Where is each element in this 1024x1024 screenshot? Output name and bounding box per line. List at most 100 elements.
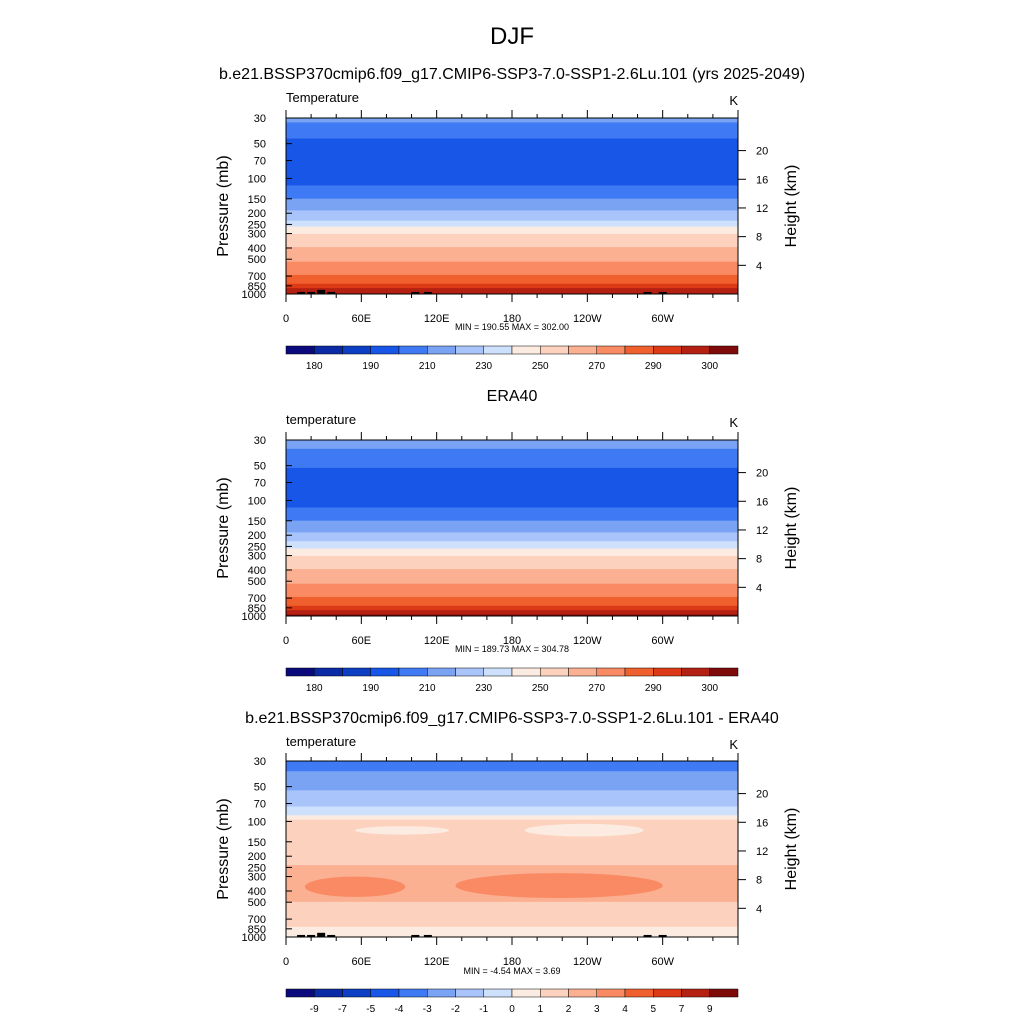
contour-band bbox=[286, 824, 738, 827]
contour-band bbox=[286, 901, 738, 904]
contour-band bbox=[286, 517, 738, 520]
contour-band bbox=[286, 919, 738, 922]
colorbar-swatch bbox=[681, 345, 710, 355]
colorbar-label: 250 bbox=[532, 361, 549, 372]
contour-band bbox=[286, 513, 738, 516]
x-tick-label: 120W bbox=[573, 635, 602, 647]
height-tick-label: 16 bbox=[756, 174, 768, 186]
contour-band bbox=[286, 207, 738, 210]
colorbar-swatch bbox=[568, 988, 597, 998]
contour-band bbox=[286, 245, 738, 248]
colorbar-swatch bbox=[370, 345, 400, 355]
colorbar-swatch bbox=[653, 988, 682, 998]
colorbar-swatch bbox=[342, 667, 371, 677]
contour-band bbox=[286, 851, 738, 854]
contour-band bbox=[286, 523, 738, 526]
contour-band bbox=[286, 520, 738, 523]
contour-band bbox=[286, 184, 738, 187]
contour-band bbox=[286, 485, 738, 488]
colorbar-label: -5 bbox=[366, 1004, 375, 1015]
contour-band bbox=[286, 489, 738, 492]
contour-band bbox=[286, 596, 738, 599]
contour-band bbox=[286, 594, 738, 597]
contour-band bbox=[286, 917, 738, 920]
contour-band bbox=[286, 210, 738, 213]
y-tick-label: 50 bbox=[254, 782, 266, 794]
contour-band bbox=[286, 774, 738, 777]
contour-band bbox=[286, 289, 738, 292]
contour-band bbox=[286, 222, 738, 225]
colorbar-label: 4 bbox=[622, 1004, 628, 1015]
x-tick-label: 60E bbox=[352, 956, 372, 968]
terrain-block bbox=[643, 291, 652, 294]
contour-band bbox=[286, 285, 738, 288]
contour-band bbox=[286, 241, 738, 244]
contour-band bbox=[286, 605, 738, 608]
panel-units: K bbox=[729, 415, 738, 430]
contour-band bbox=[286, 188, 738, 191]
contour-band bbox=[286, 516, 738, 519]
height-tick-label: 8 bbox=[756, 875, 762, 887]
contour-band bbox=[286, 211, 738, 214]
contour-band bbox=[286, 552, 738, 555]
contour-band bbox=[286, 788, 738, 791]
y-tick-label: 400 bbox=[248, 243, 266, 255]
contour-band bbox=[286, 497, 738, 500]
contour-band bbox=[286, 462, 738, 465]
contour-band bbox=[286, 821, 738, 824]
colorbar-swatch bbox=[483, 667, 513, 677]
contour-band bbox=[286, 233, 738, 236]
contour-band bbox=[286, 777, 738, 780]
contour-band bbox=[286, 541, 738, 544]
contour-band bbox=[286, 819, 738, 822]
contour-band bbox=[286, 238, 738, 241]
contour-band bbox=[286, 181, 738, 184]
contour-band bbox=[286, 119, 738, 122]
x-tick-label: 0 bbox=[283, 313, 289, 325]
terrain-block bbox=[643, 934, 652, 937]
y-tick-label: 700 bbox=[248, 271, 266, 283]
terrain-block bbox=[307, 291, 316, 294]
contour-band bbox=[286, 532, 738, 535]
contour-band bbox=[286, 244, 738, 247]
contour-band bbox=[286, 810, 738, 813]
contour-band bbox=[286, 574, 738, 577]
contour-band bbox=[286, 586, 738, 589]
contour-band bbox=[286, 825, 738, 828]
y-tick-label: 850 bbox=[248, 281, 266, 293]
contour-band bbox=[286, 236, 738, 239]
contour-band bbox=[286, 500, 738, 503]
colorbar-label: 230 bbox=[475, 361, 492, 372]
contour-band bbox=[286, 595, 738, 598]
contour-band bbox=[286, 573, 738, 576]
contour-band bbox=[286, 530, 738, 533]
contour-band bbox=[286, 195, 738, 198]
colorbar-swatch bbox=[653, 345, 682, 355]
contour-band bbox=[286, 525, 738, 528]
contour-band bbox=[286, 535, 738, 538]
y-tick-label: 250 bbox=[248, 541, 266, 553]
colorbar-swatch bbox=[624, 988, 654, 998]
y-tick-label: 30 bbox=[254, 435, 266, 447]
contour-band bbox=[286, 451, 738, 454]
contour-band bbox=[286, 906, 738, 909]
colorbar-swatch bbox=[568, 667, 597, 677]
contour-band bbox=[286, 849, 738, 852]
y-tick-label: 100 bbox=[248, 816, 266, 828]
contour-band bbox=[286, 766, 738, 769]
y-tick-label: 400 bbox=[248, 886, 266, 898]
colorbar-label: 2 bbox=[566, 1004, 572, 1015]
colorbar-label: 290 bbox=[645, 683, 662, 694]
contour-band bbox=[286, 763, 738, 766]
contour-band bbox=[286, 147, 738, 150]
y-tick-label: 300 bbox=[248, 229, 266, 241]
colorbar-swatch bbox=[483, 345, 513, 355]
x-tick-label: 120W bbox=[573, 313, 602, 325]
x-tick-label: 180 bbox=[503, 635, 521, 647]
contour-band bbox=[286, 254, 738, 257]
contour-band bbox=[286, 608, 738, 611]
contour-band bbox=[286, 602, 738, 605]
x-tick-label: 120E bbox=[424, 313, 450, 325]
contour-band bbox=[286, 260, 738, 263]
colorbar-label: -7 bbox=[338, 1004, 347, 1015]
